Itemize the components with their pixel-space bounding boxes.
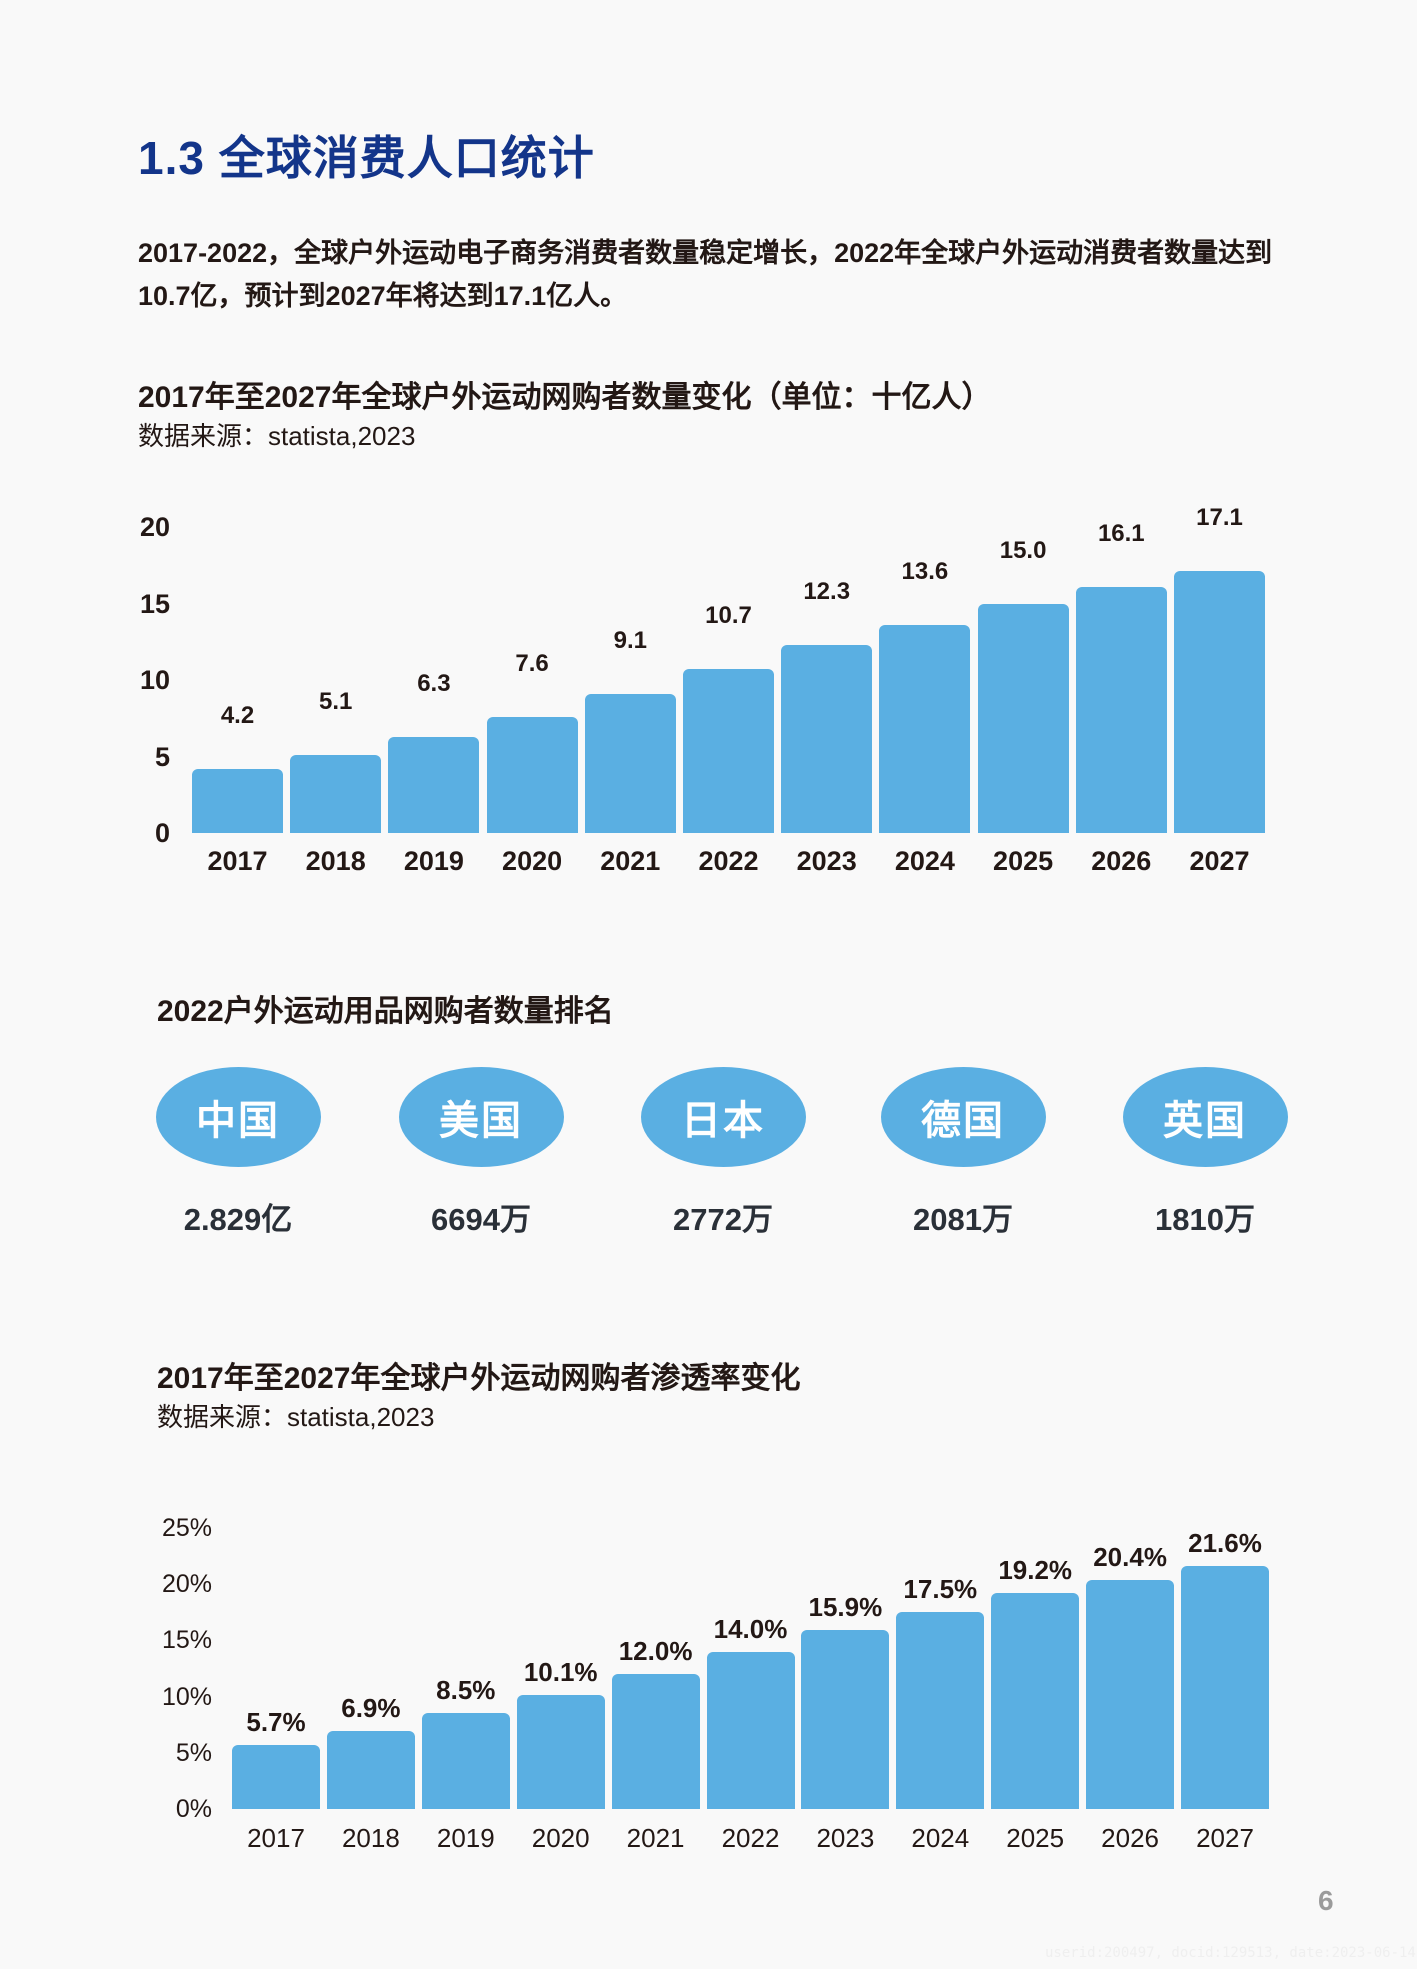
x-axis-label: 2027 xyxy=(1189,846,1250,876)
value-label: 12.0% xyxy=(618,1636,693,1667)
intro-paragraph: 2017-2022，全球户外运动电子商务消费者数量稳定增长，2022年全球户外运… xyxy=(138,238,1273,311)
bar-2021 xyxy=(611,1674,700,1809)
value-label: 16.1 xyxy=(1097,519,1145,547)
chart2-source: 数据来源：statista,2023 xyxy=(157,1402,435,1432)
bar-2026 xyxy=(1086,1579,1175,1809)
y-axis-tick: 20% xyxy=(161,1570,212,1599)
bar-2027 xyxy=(1181,1566,1269,1809)
bar-2020 xyxy=(516,1695,605,1809)
y-axis-tick: 20 xyxy=(139,512,170,542)
y-axis-tick: 5% xyxy=(175,1738,212,1767)
value-label: 5.7% xyxy=(246,1706,306,1737)
x-axis-label: 2025 xyxy=(993,846,1054,876)
y-axis-tick: 0 xyxy=(154,818,170,848)
country-badge-2: 日本 xyxy=(640,1067,806,1167)
value-label: 9.1 xyxy=(613,626,647,654)
x-axis-label: 2026 xyxy=(1091,846,1152,876)
value-label: 15.9% xyxy=(808,1592,883,1623)
page-number: 6 xyxy=(1318,1885,1334,1916)
y-axis-tick: 10 xyxy=(139,665,170,695)
bar-2022 xyxy=(706,1651,795,1809)
x-axis-label: 2019 xyxy=(436,1823,495,1853)
value-label: 15.0 xyxy=(999,536,1047,564)
x-axis-label: 2020 xyxy=(531,1823,590,1853)
value-label: 6.9% xyxy=(341,1693,401,1724)
y-axis-tick: 10% xyxy=(161,1682,212,1711)
bar-2025 xyxy=(991,1593,1080,1809)
bar-2020 xyxy=(486,716,578,833)
country-badge-0: 中国 xyxy=(155,1067,321,1167)
value-label: 13.6 xyxy=(901,557,949,585)
chart2-title: 2017年至2027年全球户外运动网购者渗透率变化 xyxy=(157,1362,801,1395)
bar-2025 xyxy=(977,603,1069,833)
x-axis-label: 2022 xyxy=(698,846,759,876)
bar-2022 xyxy=(683,669,774,833)
ranking-title: 2022户外运动用品网购者数量排名 xyxy=(157,995,614,1028)
x-axis-label: 2021 xyxy=(600,846,661,876)
bar-2019 xyxy=(421,1713,510,1809)
value-label: 5.1 xyxy=(319,687,353,715)
country-badge-3: 德国 xyxy=(880,1067,1046,1167)
country-badge-4: 英国 xyxy=(1122,1067,1288,1167)
bar-2026 xyxy=(1075,586,1167,833)
y-axis-tick: 0% xyxy=(175,1795,212,1823)
x-axis-label: 2026 xyxy=(1101,1823,1160,1853)
value-label: 8.5% xyxy=(436,1675,496,1706)
x-axis-label: 2018 xyxy=(305,846,366,876)
value-label: 7.6 xyxy=(515,649,549,677)
value-label: 14.0% xyxy=(713,1613,788,1644)
country-value: 1810万 xyxy=(1155,1202,1255,1237)
y-axis-tick: 15% xyxy=(161,1626,212,1655)
bar-2017 xyxy=(232,1744,320,1809)
value-label: 10.7 xyxy=(705,602,752,630)
country-value: 2772万 xyxy=(673,1202,773,1237)
y-axis-tick: 5 xyxy=(154,741,170,772)
y-axis-tick: 15 xyxy=(139,588,170,619)
bar-2018 xyxy=(326,1731,415,1809)
x-axis-label: 2020 xyxy=(502,846,563,876)
x-axis-label: 2017 xyxy=(247,1823,305,1853)
value-label: 21.6% xyxy=(1188,1528,1262,1559)
x-axis-label: 2027 xyxy=(1196,1823,1254,1853)
country-ranking: 中国 2.829亿 美国 6694万 日本 2772万 德国 2081万 英国 1810万 xyxy=(155,1067,1288,1237)
value-label: 10.1% xyxy=(523,1657,598,1688)
penetration-rate-chart: 25% 20% 15% 10% 5% 0% 5.7% 2017 6.9% 2018 8.5% 2019… xyxy=(161,1514,1269,1853)
value-label: 4.2 xyxy=(220,701,255,729)
chart1-title: 2017年至2027年全球户外运动网购者数量变化（单位：十亿人） xyxy=(138,381,992,414)
y-axis-tick: 25% xyxy=(161,1514,212,1542)
page-title: 1.3 全球消费人口统计 xyxy=(138,132,595,184)
x-axis-label: 2023 xyxy=(816,1823,875,1853)
country-badge-1: 美国 xyxy=(398,1067,564,1167)
value-label: 12.3 xyxy=(803,577,851,605)
country-value: 2081万 xyxy=(913,1202,1013,1237)
x-axis-label: 2023 xyxy=(796,846,857,876)
value-label: 6.3 xyxy=(417,669,451,697)
x-axis-label: 2024 xyxy=(911,1823,970,1853)
bar-2021 xyxy=(584,693,676,833)
bar-2018 xyxy=(290,754,382,833)
buyers-count-chart: 20 15 10 5 0 4.2 2017 5.1 2018 6.3 2019 7.6 2020 9.1 2… xyxy=(0,0,1417,900)
bar-2024 xyxy=(879,624,971,833)
x-axis-label: 2017 xyxy=(207,846,268,876)
country-value: 2.829亿 xyxy=(183,1202,293,1237)
value-label: 19.2% xyxy=(998,1555,1073,1586)
x-axis-label: 2022 xyxy=(721,1823,780,1853)
watermark: userid:200497, docid:129513, date:2023-0… xyxy=(1045,1945,1417,1961)
country-value: 6694万 xyxy=(431,1202,531,1237)
x-axis-label: 2025 xyxy=(1006,1823,1065,1853)
value-label: 20.4% xyxy=(1093,1541,1167,1572)
value-label: 17.1 xyxy=(1196,504,1243,532)
bar-2019 xyxy=(388,736,480,833)
chart1-source: 数据来源：statista,2023 xyxy=(138,421,416,451)
x-axis-label: 2018 xyxy=(341,1823,400,1853)
bar-2023 xyxy=(781,644,873,833)
bar-2024 xyxy=(896,1612,985,1809)
x-axis-label: 2024 xyxy=(894,846,955,876)
bar-2023 xyxy=(801,1630,890,1809)
bar-2027 xyxy=(1174,571,1265,833)
value-label: 17.5% xyxy=(903,1574,978,1605)
x-axis-label: 2021 xyxy=(626,1823,685,1853)
bar-2017 xyxy=(192,768,283,833)
x-axis-label: 2019 xyxy=(403,846,464,876)
